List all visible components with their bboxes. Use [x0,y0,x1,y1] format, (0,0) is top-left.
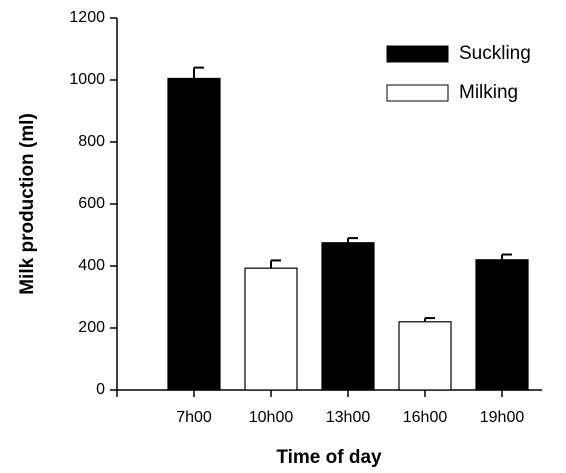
bar [321,242,375,391]
y-tick-label: 1000 [69,71,105,88]
x-tick-label: 19h00 [480,409,525,426]
y-tick-label: 0 [96,381,105,398]
x-axis-label: Time of day [276,447,382,468]
y-tick-label: 800 [78,133,105,150]
bar [167,77,221,391]
bar [475,259,529,391]
y-tick-label: 400 [78,257,105,274]
y-tick-label: 600 [78,195,105,212]
bar [244,267,298,391]
x-tick-label: 16h00 [403,409,448,426]
legend-swatch [386,84,449,102]
legend-label: Milking [459,82,518,103]
x-tick-label: 10h00 [249,409,294,426]
legend-swatch [386,45,449,63]
legend-label: Suckling [459,43,531,64]
x-tick-label: 13h00 [326,409,371,426]
bar [398,321,452,391]
y-tick-label: 1200 [69,9,105,26]
x-tick-label: 7h00 [176,409,212,426]
y-axis-label: Milk production (ml) [17,113,38,295]
y-tick-label: 200 [78,319,105,336]
